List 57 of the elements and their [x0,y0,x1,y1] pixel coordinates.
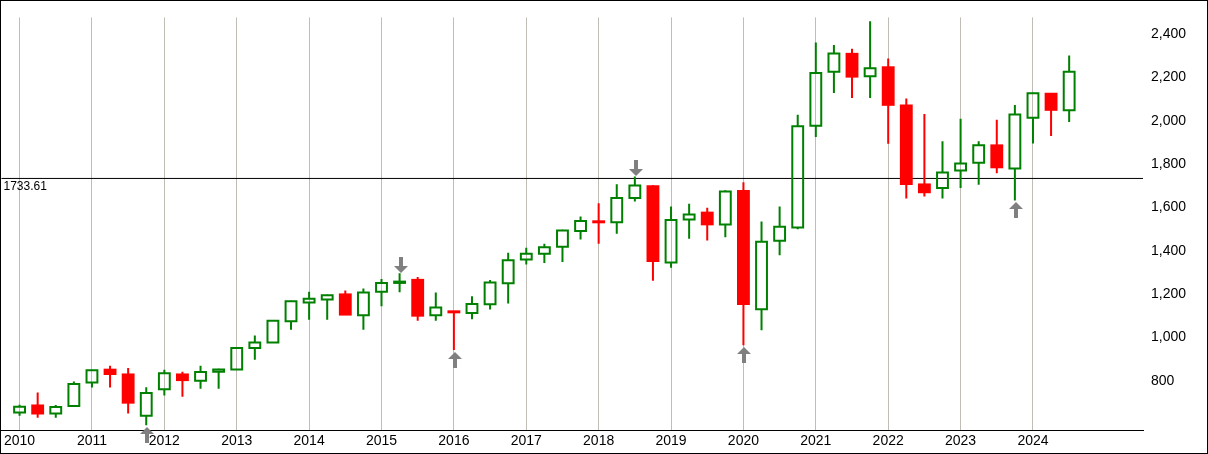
candlestick [320,294,334,321]
x-tick-label: 2019 [655,432,687,449]
candlestick [447,310,461,351]
x-tick-label: 2020 [727,432,760,449]
candlestick [990,118,1004,175]
candlestick [429,291,443,322]
candlestick [592,202,606,245]
candlestick [700,206,714,242]
y-tick-label: 1,400 [1151,241,1187,258]
x-tick-label: 2014 [293,432,325,449]
candlestick [302,290,316,321]
candlestick [881,57,895,145]
candlestick [1062,54,1076,123]
x-tick-label: 2023 [945,432,977,449]
y-tick-label: 1,000 [1151,328,1187,345]
candlestick [682,202,696,240]
candlestick [899,97,913,200]
y-tick-label: 1,800 [1151,154,1187,171]
candlestick [773,205,787,257]
x-tick-label: 2024 [1017,432,1049,449]
x-tick-label: 2011 [76,432,108,449]
x-tick-label: 2021 [800,432,832,449]
candlestick [31,391,45,419]
candlestick [664,205,678,269]
y-tick-label: 2,000 [1151,111,1187,128]
candlestick [375,278,388,308]
candlestick [176,370,189,398]
candlestick [248,334,262,361]
candlestick [1008,104,1022,202]
candlestick [356,287,370,331]
x-tick-label: 2012 [148,432,181,449]
y-tick-label: 1,600 [1151,198,1187,215]
candlestick [809,41,823,138]
x-tick-label: 2010 [3,432,36,449]
y-tick-label: 2,200 [1151,68,1187,85]
candlestick [755,220,768,332]
candlestick [845,47,859,100]
candlestick [972,140,986,186]
candlestick [863,20,877,100]
candlestick [1026,92,1040,145]
candlestick [1044,92,1058,138]
candlestick [936,140,949,200]
y-tick-label: 1,200 [1151,285,1187,302]
candlestick [827,43,841,95]
y-tick-label: 800 [1151,371,1175,388]
candlestick [917,112,931,198]
x-tick-label: 2022 [872,432,904,449]
candlestick [610,183,624,235]
y-tick-label: 2,400 [1151,24,1187,41]
candlestick [954,117,968,189]
x-tick-label: 2018 [583,432,615,449]
candlestick [501,251,515,305]
x-tick-label: 2016 [438,432,470,449]
x-tick-label: 2017 [510,432,543,449]
x-tick-label: 2013 [221,432,253,449]
ref-line-label: 1733.61 [3,178,48,193]
x-tick-label: 2015 [365,432,398,449]
